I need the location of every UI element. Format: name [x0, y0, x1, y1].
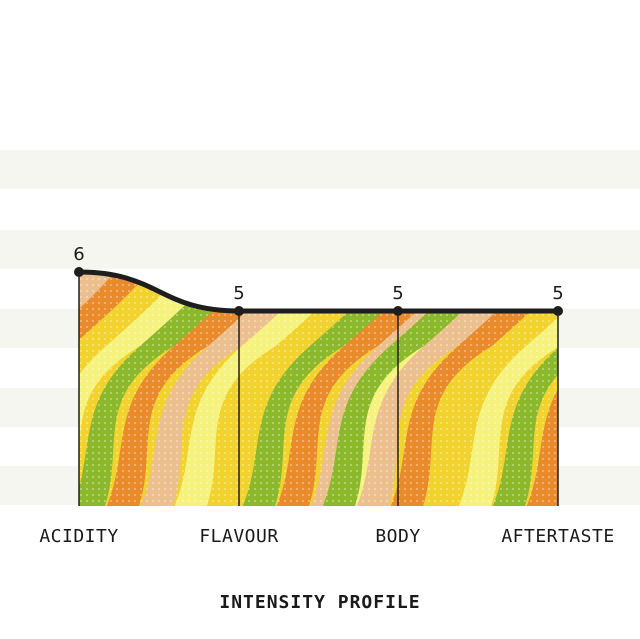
grid-band-1	[0, 150, 640, 189]
category-label-aftertaste: AFTERTASTE	[501, 526, 614, 547]
data-point-body	[393, 306, 403, 316]
data-points	[74, 267, 563, 316]
value-label-aftertaste: 5	[552, 283, 563, 304]
series-line	[76, 269, 561, 314]
category-labels: ACIDITY FLAVOUR BODY AFTERTASTE	[39, 526, 614, 547]
grid-band-2	[0, 230, 640, 269]
data-point-flavour	[234, 306, 244, 316]
value-labels: 6 5 5 5	[73, 244, 563, 304]
chart-title: INTENSITY PROFILE	[219, 592, 421, 613]
category-lines	[78, 272, 559, 506]
category-label-body: BODY	[375, 526, 420, 547]
value-label-acidity: 6	[73, 244, 84, 265]
value-label-flavour: 5	[233, 283, 244, 304]
data-point-aftertaste	[553, 306, 563, 316]
value-label-body: 5	[392, 283, 403, 304]
category-label-acidity: ACIDITY	[39, 526, 118, 547]
category-label-flavour: FLAVOUR	[199, 526, 278, 547]
data-point-acidity	[74, 267, 84, 277]
